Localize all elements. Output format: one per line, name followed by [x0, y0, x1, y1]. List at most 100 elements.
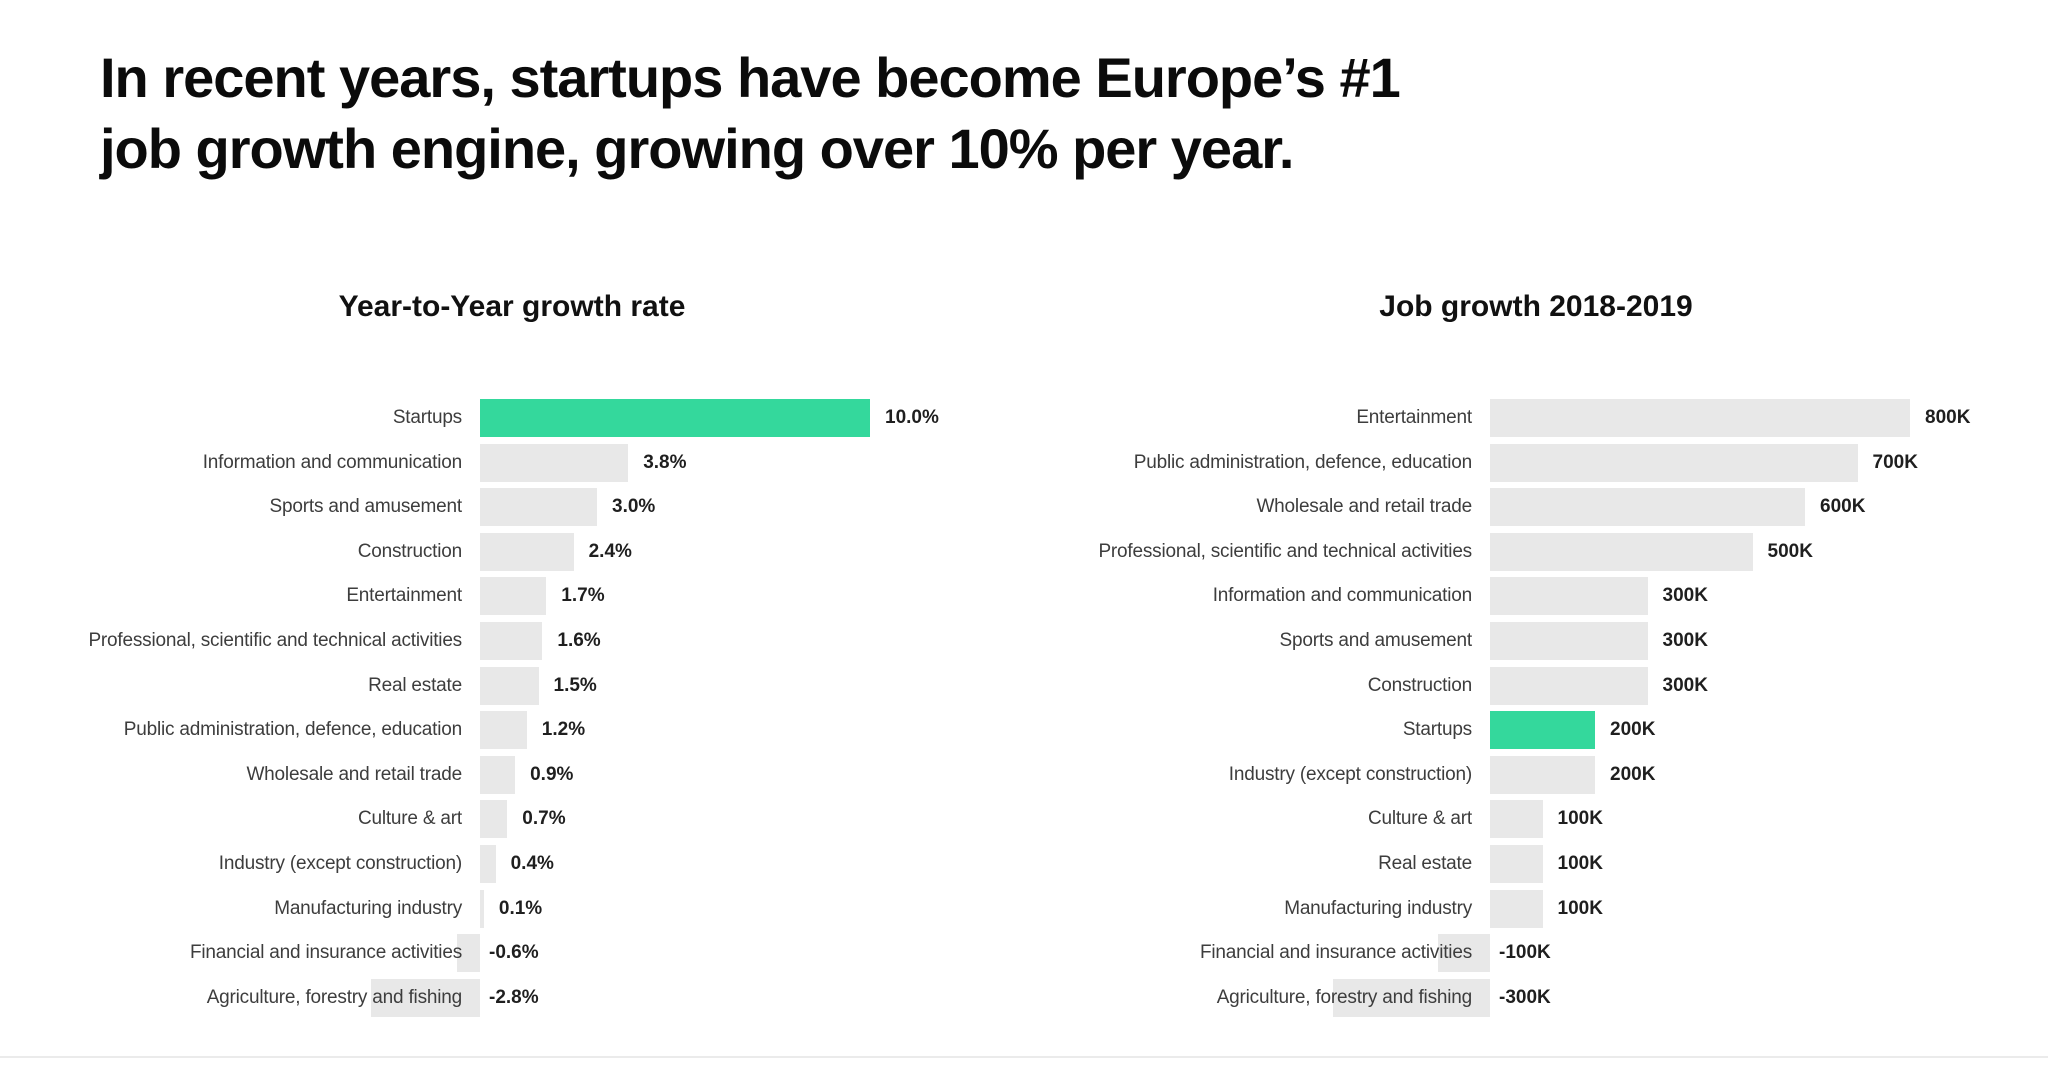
- category-label: Industry (except construction): [218, 853, 462, 874]
- category-label: Entertainment: [1356, 407, 1472, 428]
- bar: [480, 711, 527, 750]
- category-label: Construction: [1367, 674, 1472, 696]
- bar: [480, 622, 543, 660]
- bar: [370, 978, 480, 1017]
- value-label: 0.1%: [498, 897, 543, 919]
- bar: [1490, 666, 1648, 705]
- value-label: 300K: [1662, 674, 1708, 696]
- category-label: Wholesale and retail trade: [1256, 496, 1472, 518]
- bar: [1490, 488, 1805, 527]
- chart-row: Public administration, defence, educatio…: [0, 708, 1024, 753]
- category-label: Agriculture, forestry and fishing: [206, 986, 463, 1008]
- category-label: Entertainment: [346, 585, 462, 607]
- chart-row: Real estate 1.5%: [0, 664, 1024, 709]
- category-label: Professional, scientific and technical a…: [88, 630, 462, 651]
- bar: [480, 577, 547, 616]
- category-label: Sports and amusement: [269, 496, 463, 518]
- category-label: Industry (except construction): [1228, 763, 1472, 785]
- category-label: Manufacturing industry: [274, 897, 462, 919]
- value-label: 1.2%: [541, 719, 586, 741]
- value-label: 600K: [1820, 496, 1866, 518]
- chart-row: Industry (except construction) 0.4%: [0, 842, 1024, 887]
- chart-row: Industry (except construction) 200K: [1024, 753, 2048, 798]
- chart-row: Wholesale and retail trade 0.9%: [0, 753, 1024, 798]
- chart-row: Professional, scientific and technical a…: [1024, 530, 2048, 575]
- category-label: Sports and amusement: [1279, 630, 1473, 651]
- chart-row: Information and communication 300K: [1024, 574, 2048, 619]
- bottom-divider: [0, 1056, 2048, 1058]
- value-label: 1.5%: [553, 674, 597, 696]
- value-label: 500K: [1767, 540, 1813, 562]
- bar: [456, 934, 480, 973]
- chart-row: Agriculture, forestry and fishing -2.8%: [0, 976, 1024, 1021]
- bar: [480, 889, 484, 928]
- value-label: 200K: [1610, 763, 1656, 785]
- chart-row: Entertainment 1.7%: [0, 574, 1024, 619]
- value-label: 300K: [1662, 630, 1708, 651]
- chart-row: Sports and amusement 300K: [1024, 619, 2048, 664]
- category-label: Agriculture, forestry and fishing: [1216, 986, 1473, 1008]
- value-label: 1.7%: [561, 585, 605, 607]
- value-label: 100K: [1557, 897, 1603, 919]
- category-label: Public administration, defence, educatio…: [1133, 451, 1472, 473]
- chart-row: Manufacturing industry 100K: [1024, 887, 2048, 932]
- category-label: Public administration, defence, educatio…: [123, 719, 462, 741]
- bar-highlighted: [1490, 711, 1595, 750]
- bar: [1490, 845, 1543, 883]
- chart-row: Construction 2.4%: [0, 530, 1024, 575]
- bar: [480, 443, 629, 482]
- bar: [1490, 443, 1858, 482]
- chart-row: Information and communication 3.8%: [0, 441, 1024, 486]
- category-label: Wholesale and retail trade: [246, 763, 462, 785]
- chart-row: Professional, scientific and technical a…: [0, 619, 1024, 664]
- bar: [480, 666, 539, 705]
- chart-row: Financial and insurance activities -0.6%: [0, 931, 1024, 976]
- value-label: 200K: [1610, 719, 1656, 741]
- value-label: 700K: [1872, 451, 1918, 473]
- bar: [1490, 399, 1910, 437]
- chart-row: Financial and insurance activities -100K: [1024, 931, 2048, 976]
- slide-title-line-1: In recent years, startups have become Eu…: [100, 46, 1401, 109]
- bar: [480, 755, 516, 794]
- bar: [480, 845, 496, 883]
- value-label: 800K: [1925, 407, 1971, 428]
- value-label: 0.7%: [522, 808, 566, 830]
- slide-title: In recent years, startups have become Eu…: [100, 42, 1800, 184]
- category-label: Startups: [1402, 719, 1472, 741]
- category-label: Manufacturing industry: [1284, 897, 1472, 919]
- value-label: -0.6%: [489, 942, 539, 964]
- category-label: Real estate: [368, 674, 462, 696]
- bar: [1490, 622, 1648, 660]
- category-label: Startups: [392, 407, 462, 428]
- category-label: Construction: [357, 540, 462, 562]
- category-label: Real estate: [1378, 853, 1472, 874]
- value-label: 3.0%: [612, 496, 656, 518]
- chart-row: Construction 300K: [1024, 664, 2048, 709]
- category-label: Information and communication: [202, 451, 462, 473]
- value-label: 1.6%: [557, 630, 601, 651]
- bar: [480, 800, 508, 839]
- value-label: 10.0%: [885, 407, 939, 428]
- value-label: -100K: [1499, 942, 1551, 964]
- chart-row: Entertainment 800K: [1024, 396, 2048, 441]
- chart-row: Culture & art 100K: [1024, 797, 2048, 842]
- chart-row: Manufacturing industry 0.1%: [0, 887, 1024, 932]
- chart-title-job-growth: Job growth 2018-2019: [1379, 290, 1693, 323]
- chart-row: Real estate 100K: [1024, 842, 2048, 887]
- value-label: 0.9%: [530, 763, 574, 785]
- bar: [480, 532, 574, 571]
- chart-title-growth-rate: Year-to-Year growth rate: [338, 290, 686, 323]
- value-label: 100K: [1557, 853, 1603, 874]
- value-label: 3.8%: [643, 451, 687, 473]
- chart-row: Sports and amusement 3.0%: [0, 485, 1024, 530]
- slide-title-line-2: job growth engine, growing over 10% per …: [100, 117, 1294, 180]
- chart-row: Wholesale and retail trade 600K: [1024, 485, 2048, 530]
- bar: [1490, 532, 1753, 571]
- category-label: Information and communication: [1212, 585, 1472, 607]
- value-label: -2.8%: [489, 986, 539, 1008]
- bar: [1332, 978, 1490, 1017]
- chart-growth-rate: Year-to-Year growth rate Startups 10.0% In…: [0, 270, 1024, 1050]
- value-label: 300K: [1662, 585, 1708, 607]
- value-label: 100K: [1557, 808, 1603, 830]
